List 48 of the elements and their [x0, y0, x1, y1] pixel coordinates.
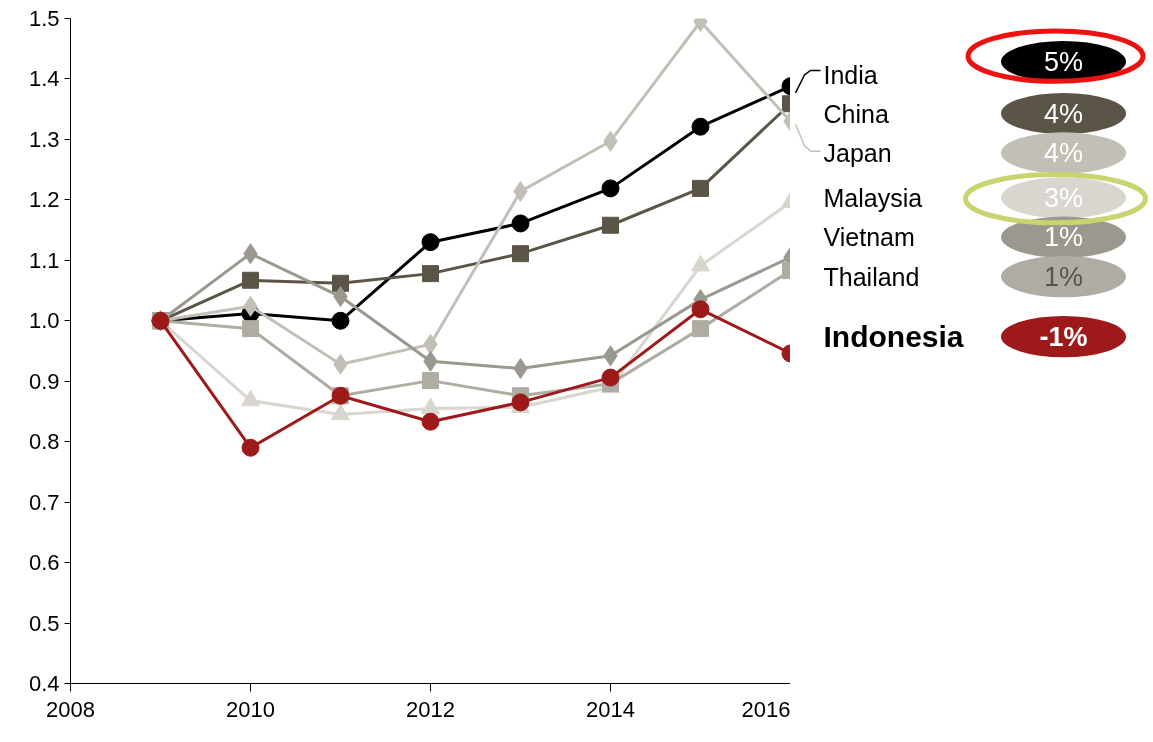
series-label: China: [823, 99, 889, 128]
series-label: Vietnam: [823, 223, 915, 252]
point: [692, 179, 709, 197]
series-label: Indonesia: [823, 320, 964, 354]
y-tick-label: 0.9: [28, 368, 60, 394]
point: [422, 265, 439, 283]
y-tick-label: 1.4: [28, 66, 60, 92]
y-tick-label: 0.8: [28, 429, 60, 455]
y-tick-label: 0.5: [28, 610, 60, 636]
x-tick-label: 2012: [406, 696, 455, 722]
text: 4%: [1043, 137, 1084, 168]
y-tick-label: 1.2: [28, 187, 60, 213]
point: [421, 412, 440, 431]
point: [692, 320, 709, 338]
point: [691, 117, 710, 136]
point: [511, 214, 530, 233]
y-tick-label: 0.6: [28, 550, 60, 576]
point: [242, 320, 259, 338]
point: [242, 271, 259, 289]
y-tick-label: 0.4: [28, 671, 60, 696]
x-tick-label: 2014: [586, 696, 635, 722]
point: [512, 245, 529, 263]
text: 1%: [1043, 261, 1084, 292]
legend-label: Japan: [823, 138, 892, 167]
point: [331, 311, 350, 330]
y-tick-label: 1.1: [28, 247, 60, 273]
point: [691, 300, 710, 319]
point: [421, 233, 440, 252]
x-tick-label: 2016: [741, 696, 791, 722]
point: [601, 179, 620, 198]
text: -1%: [1039, 321, 1088, 352]
x-tick-label: 2008: [46, 696, 95, 722]
text: 4%: [1043, 98, 1084, 129]
x-tick-label: 2010: [226, 696, 275, 722]
text: 5%: [1043, 46, 1084, 77]
y-tick-label: 0.7: [28, 489, 60, 515]
y-tick-label: 1.5: [28, 6, 60, 31]
y-tick-label: 1.3: [28, 126, 60, 152]
point: [602, 216, 619, 234]
text: 1%: [1043, 222, 1084, 253]
legend-label: India: [823, 60, 878, 89]
series-label: Thailand: [823, 262, 920, 291]
point: [601, 368, 620, 387]
y-tick-label: 1.0: [28, 308, 60, 334]
point: [241, 438, 260, 457]
series-label: Malaysia: [823, 183, 923, 212]
point: [332, 274, 349, 292]
point: [422, 372, 439, 390]
